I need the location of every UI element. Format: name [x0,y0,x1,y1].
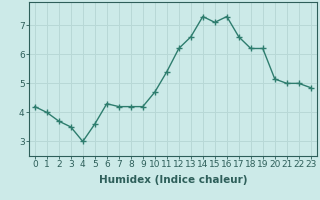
X-axis label: Humidex (Indice chaleur): Humidex (Indice chaleur) [99,175,247,185]
